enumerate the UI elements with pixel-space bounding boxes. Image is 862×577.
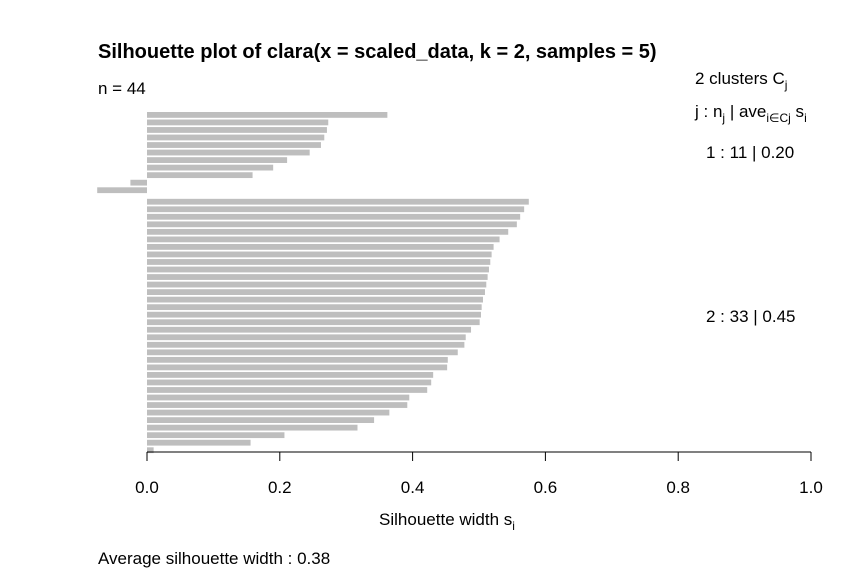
x-tick-label-0.6: 0.6 [534,478,558,497]
silhouette-bar-cluster2-3 [147,213,521,220]
silhouette-bar-cluster2-21 [147,349,458,356]
silhouette-bar-cluster2-23 [147,364,448,371]
silhouette-bar-cluster1-5 [147,142,321,148]
sample-count: n = 44 [98,79,146,98]
silhouette-bar-cluster1-8 [147,164,274,171]
silhouette-bar-cluster2-2 [147,206,525,213]
silhouette-bar-cluster2-4 [147,221,517,228]
legend-j: j : [694,102,713,121]
silhouette-bar-cluster1-11 [97,187,147,194]
legend-clusters-sub: j [784,78,788,92]
silhouette-bar-cluster2-10 [147,266,489,273]
legend-clusters-header: 2 clusters Cj [695,69,787,92]
silhouette-bar-cluster2-22 [147,356,448,363]
silhouette-bar-cluster2-28 [147,402,408,408]
silhouette-bar-cluster1-1 [147,112,388,118]
silhouette-bar-cluster1-6 [147,149,310,156]
silhouette-bar-cluster2-34 [147,447,154,454]
x-axis: 0.0 0.2 0.4 0.6 0.8 1.0 [135,451,823,497]
silhouette-bar-cluster2-27 [147,394,410,401]
silhouette-bar-cluster2-1 [147,198,529,205]
silhouette-bar-cluster1-9 [147,172,253,179]
legend-s: s [791,102,804,121]
x-tick-label-0.0: 0.0 [135,478,159,497]
silhouette-bar-cluster2-14 [147,296,483,303]
silhouette-bars [97,112,529,454]
average-silhouette-width: Average silhouette width : 0.38 [98,549,330,568]
silhouette-bar-cluster1-4 [147,134,325,141]
silhouette-bar-cluster2-9 [147,259,491,265]
legend-n: n [713,102,722,121]
x-tick-label-0.2: 0.2 [268,478,292,497]
silhouette-bar-cluster2-16 [147,311,481,318]
silhouette-bar-cluster1-7 [147,157,288,163]
silhouette-bar-cluster2-5 [147,228,509,235]
silhouette-bar-cluster2-11 [147,274,488,280]
silhouette-bar-cluster2-31 [147,424,358,431]
silhouette-bar-cluster2-30 [147,417,375,423]
silhouette-bar-cluster2-8 [147,251,492,258]
chart-title: Silhouette plot of clara(x = scaled_data… [98,41,657,63]
silhouette-bar-cluster2-19 [147,334,466,341]
silhouette-bar-cluster2-32 [147,432,285,439]
cluster-2-summary: 2 : 33 | 0.45 [706,307,795,326]
silhouette-bar-cluster2-13 [147,289,485,295]
x-axis-label-sub: i [512,519,515,533]
silhouette-bar-cluster2-26 [147,387,428,393]
legend-clusters-text: 2 clusters C [695,69,785,88]
x-tick-label-1.0: 1.0 [799,478,823,497]
silhouette-bar-cluster2-7 [147,244,494,250]
x-axis-label-text: Silhouette width s [379,510,512,529]
silhouette-bar-cluster2-25 [147,379,432,386]
x-tick-label-0.4: 0.4 [401,478,425,497]
silhouette-bar-cluster1-10 [130,179,147,186]
silhouette-bar-cluster2-20 [147,341,465,348]
silhouette-bar-cluster2-17 [147,319,480,326]
legend-ave: | ave [725,102,766,121]
silhouette-bar-cluster1-2 [147,119,329,126]
silhouette-bar-cluster1-3 [147,127,327,133]
silhouette-bar-cluster2-24 [147,372,434,378]
silhouette-bar-cluster2-18 [147,326,472,333]
legend-ave-sub: i∈Cj [766,111,790,125]
silhouette-bar-cluster2-12 [147,281,487,288]
silhouette-bar-cluster2-33 [147,439,251,446]
silhouette-bar-cluster2-29 [147,409,390,416]
x-tick-label-0.8: 0.8 [666,478,690,497]
legend-s-sub: i [804,111,807,125]
legend-column-header: j : nj | avei∈Cj si [694,102,807,125]
silhouette-bar-cluster2-6 [147,236,500,243]
legend-n-sub: j [721,111,725,125]
cluster-1-summary: 1 : 11 | 0.20 [706,143,794,162]
x-axis-label: Silhouette width si [379,510,515,533]
silhouette-bar-cluster2-15 [147,304,482,311]
